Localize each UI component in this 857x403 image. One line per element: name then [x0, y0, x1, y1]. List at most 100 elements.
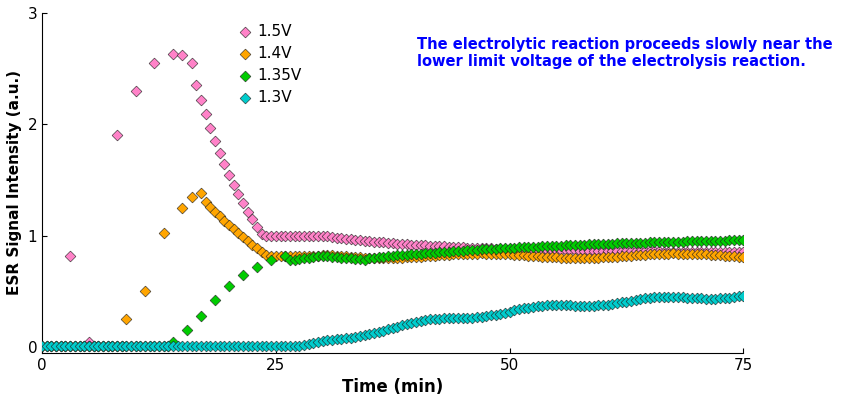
- 1.4V: [218, 218, 231, 224]
- 1.35V: [460, 247, 474, 253]
- 1.4V: [100, 343, 114, 349]
- 1.3V: [40, 343, 54, 349]
- 1.35V: [470, 247, 483, 253]
- 1.4V: [306, 253, 320, 259]
- 1.4V: [452, 251, 465, 258]
- 1.5V: [363, 238, 376, 245]
- 1.4V: [442, 251, 456, 258]
- 1.35V: [353, 256, 367, 262]
- 1.3V: [484, 312, 498, 319]
- 1.35V: [297, 255, 311, 262]
- 1.4V: [222, 222, 236, 229]
- 1.3V: [100, 343, 114, 349]
- 1.5V: [498, 246, 512, 252]
- 1.3V: [381, 326, 395, 332]
- 1.4V: [437, 252, 451, 258]
- 1.3V: [189, 343, 203, 349]
- 1.3V: [727, 294, 740, 300]
- 1.3V: [297, 342, 311, 348]
- 1.4V: [353, 254, 367, 260]
- 1.35V: [437, 249, 451, 255]
- 1.4V: [526, 253, 540, 259]
- 1.3V: [92, 343, 105, 349]
- 1.4V: [264, 253, 278, 259]
- 1.4V: [344, 253, 357, 260]
- 1.4V: [587, 255, 601, 261]
- 1.5V: [339, 235, 353, 242]
- 1.3V: [601, 301, 614, 308]
- 1.5V: [428, 243, 441, 249]
- 1.5V: [353, 237, 367, 243]
- 1.35V: [694, 238, 708, 244]
- 1.35V: [536, 243, 549, 249]
- 1.35V: [405, 251, 418, 258]
- 1.4V: [115, 343, 129, 349]
- 1.5V: [587, 247, 601, 254]
- 1.35V: [732, 237, 746, 243]
- 1.3V: [269, 343, 283, 349]
- 1.4V: [699, 251, 713, 258]
- 1.35V: [717, 237, 731, 244]
- 1.3V: [315, 338, 329, 344]
- 1.5V: [629, 248, 643, 254]
- 1.4V: [475, 250, 488, 257]
- 1.5V: [470, 245, 483, 251]
- 1.5V: [610, 248, 624, 254]
- 1.3V: [50, 343, 63, 349]
- 1.3V: [694, 295, 708, 302]
- 1.3V: [334, 335, 348, 342]
- 1.35V: [610, 240, 624, 247]
- 1.5V: [423, 243, 437, 249]
- 1.5V: [643, 248, 656, 255]
- 1.3V: [171, 343, 184, 349]
- 1.35V: [77, 343, 91, 349]
- 1.5V: [685, 249, 698, 255]
- 1.35V: [283, 257, 297, 264]
- 1.3V: [376, 328, 390, 334]
- 1.3V: [418, 317, 432, 323]
- 1.5V: [418, 242, 432, 249]
- 1.3V: [213, 343, 226, 349]
- 1.35V: [601, 241, 614, 247]
- 1.4V: [614, 253, 628, 260]
- 1.4V: [638, 251, 652, 258]
- 1.4V: [199, 199, 213, 205]
- 1.4V: [391, 254, 405, 261]
- 1.4V: [545, 254, 559, 260]
- 1.3V: [662, 293, 675, 300]
- 1.5V: [652, 248, 666, 255]
- 1.4V: [517, 252, 530, 258]
- 1.4V: [82, 343, 96, 349]
- 1.5V: [633, 248, 647, 255]
- 1.35V: [530, 243, 544, 250]
- 1.3V: [400, 321, 414, 327]
- 1.5V: [334, 235, 348, 241]
- 1.35V: [680, 238, 694, 245]
- 1.5V: [437, 243, 451, 250]
- 1.3V: [391, 323, 405, 330]
- 1.4V: [709, 252, 722, 258]
- 1.35V: [418, 250, 432, 256]
- 1.4V: [339, 253, 353, 260]
- 1.4V: [690, 251, 704, 257]
- 1.4V: [484, 250, 498, 257]
- 1.35V: [73, 343, 87, 349]
- 1.4V: [488, 251, 502, 257]
- 1.4V: [591, 254, 605, 261]
- 1.5V: [736, 249, 750, 255]
- 1.4V: [250, 245, 264, 251]
- 1.3V: [288, 343, 302, 349]
- 1.35V: [376, 253, 390, 260]
- 1.4V: [237, 234, 250, 241]
- 1.5V: [648, 248, 662, 255]
- 1.5V: [213, 150, 226, 156]
- 1.3V: [147, 343, 161, 349]
- 1.3V: [596, 302, 610, 308]
- 1.35V: [479, 246, 493, 252]
- 1.5V: [536, 247, 549, 253]
- 1.4V: [671, 250, 685, 257]
- 1.3V: [732, 293, 746, 299]
- 1.3V: [614, 299, 628, 305]
- 1.5V: [129, 88, 142, 94]
- 1.3V: [559, 302, 572, 308]
